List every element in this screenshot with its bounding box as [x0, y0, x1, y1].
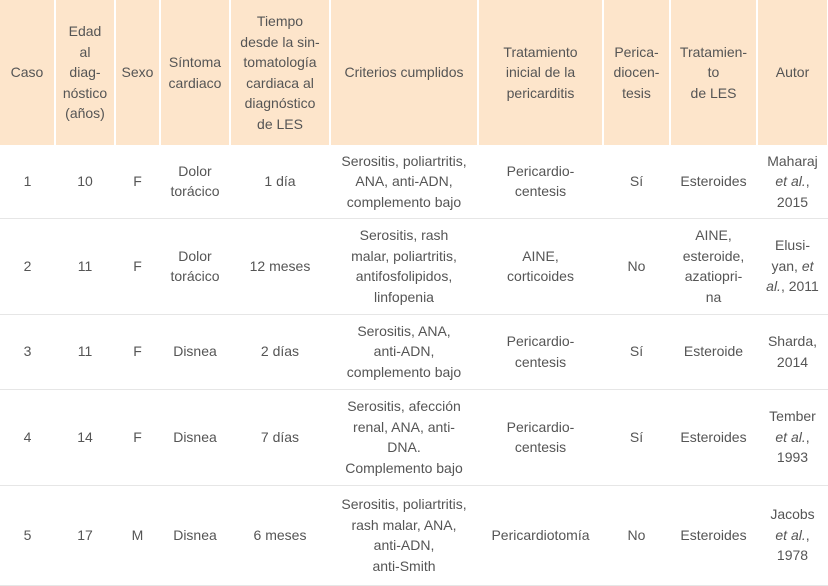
- table-cell: 1: [0, 145, 55, 219]
- table-cell: Disnea: [160, 314, 230, 390]
- header-row: Caso Edad al diag- nóstico (años) Sexo Sínt…: [0, 0, 828, 145]
- author-text: Maharaj: [767, 152, 818, 169]
- header-cell: Perica- diocen- tesis: [603, 0, 671, 145]
- table-cell: 17: [55, 485, 115, 586]
- header-cell: Edad al diag- nóstico (años): [55, 0, 116, 145]
- author-italic: et al.: [775, 526, 806, 543]
- author-text: Tember: [769, 408, 816, 425]
- table-cell: Serositis, poliartritis, rash malar, ANA…: [330, 485, 478, 586]
- table-body: 1 10 F Dolor torácico 1 día Serositis, poliar…: [0, 145, 828, 586]
- table-cell: Sí: [603, 145, 670, 219]
- header-cell: Tratamiento inicial de la pericarditis: [478, 0, 604, 145]
- author-text: , 2015: [776, 173, 810, 210]
- table-cell: 3: [0, 314, 55, 390]
- header-cell: Tratamien- to de LES: [670, 0, 758, 145]
- table-cell: 10: [55, 145, 115, 219]
- table-cell: No: [603, 218, 670, 315]
- table-cell: Serositis, rash malar, poliartritis, ant…: [330, 218, 478, 315]
- table-cell: Serositis, afección renal, ANA, anti- DN…: [330, 389, 478, 486]
- author-cell: Jacobs et al., 1978: [757, 485, 828, 586]
- author-text: Jacobs: [770, 506, 815, 523]
- table-cell: 11: [55, 314, 115, 390]
- author-text: , 1993: [776, 428, 810, 466]
- author-text: Sharda, 2014: [767, 333, 818, 370]
- author-cell: Tember et al., 1993: [757, 389, 828, 486]
- table-cell: Pericardio- centesis: [478, 145, 603, 219]
- author-text: , 2011: [780, 278, 819, 295]
- table-cell: AINE, corticoides: [478, 218, 603, 315]
- table-cell: Disnea: [160, 485, 230, 586]
- table-cell: Serositis, ANA, anti-ADN, complemento ba…: [330, 314, 478, 390]
- table-cell: 7 días: [230, 389, 330, 486]
- author-italic: et al.: [766, 257, 814, 295]
- table-cell: 6 meses: [230, 485, 330, 586]
- author-cell: Sharda, 2014: [757, 314, 828, 390]
- table-cell: 1 día: [230, 145, 330, 219]
- table-cell: Esteroide: [670, 314, 757, 390]
- table-cell: F: [115, 389, 160, 486]
- table-cell: Pericardio- centesis: [478, 389, 603, 486]
- table-cell: F: [115, 145, 160, 219]
- table-cell: Esteroides: [670, 389, 757, 486]
- table-row: 5 17 M Disnea 6 meses Serositis, poliartritis…: [0, 485, 828, 586]
- header-cell: Tiempo desde la sin- tomatología cardiac…: [230, 0, 331, 145]
- table-cell: 2 días: [230, 314, 330, 390]
- table-cell: Dolor torácico: [160, 145, 230, 219]
- table-cell: 12 meses: [230, 218, 330, 315]
- table-cell: 5: [0, 485, 55, 586]
- table-row: 3 11 F Disnea 2 días Serositis, ANA, anti-ADN…: [0, 314, 828, 390]
- author-text: Elusi- yan,: [771, 237, 810, 274]
- header-cell: Criterios cumplidos: [330, 0, 479, 145]
- table-row: 1 10 F Dolor torácico 1 día Serositis, poliar…: [0, 145, 828, 219]
- table-cell: Dolor torácico: [160, 218, 230, 315]
- table-cell: M: [115, 485, 160, 586]
- table-cell: Sí: [603, 314, 670, 390]
- author-cell: Maharaj et al., 2015: [757, 145, 828, 219]
- table-cell: F: [115, 218, 160, 315]
- header-cell: Autor: [757, 0, 828, 145]
- table-cell: F: [115, 314, 160, 390]
- author-italic: et al.: [775, 173, 806, 189]
- table-row: 4 14 F Disnea 7 días Serositis, afección rena…: [0, 389, 828, 486]
- table-cell: 14: [55, 389, 115, 486]
- table-cell: Serositis, poliartritis, ANA, anti-ADN, …: [330, 145, 478, 219]
- table-cell: Pericardio- centesis: [478, 314, 603, 390]
- table-cell: Esteroides: [670, 485, 757, 586]
- table-cell: 4: [0, 389, 55, 486]
- table-cell: No: [603, 485, 670, 586]
- table-row: 2 11 F Dolor torácico 12 meses Serositis, ras…: [0, 218, 828, 315]
- header-cell: Sexo: [115, 0, 161, 145]
- table-cell: 2: [0, 218, 55, 315]
- table-cell: Esteroides: [670, 145, 757, 219]
- table-cell: AINE, esteroide, azatiopri- na: [670, 218, 757, 315]
- header-cell: Síntoma cardiaco: [160, 0, 231, 145]
- author-cell: Elusi- yan, et al., 2011: [757, 218, 828, 315]
- header-cell: Caso: [0, 0, 56, 145]
- table-cell: Disnea: [160, 389, 230, 486]
- author-text: , 1978: [776, 526, 810, 564]
- table-cell: Sí: [603, 389, 670, 486]
- table-cell: Pericardiotomía: [478, 485, 603, 586]
- author-italic: et al.: [775, 428, 806, 445]
- table-cell: 11: [55, 218, 115, 315]
